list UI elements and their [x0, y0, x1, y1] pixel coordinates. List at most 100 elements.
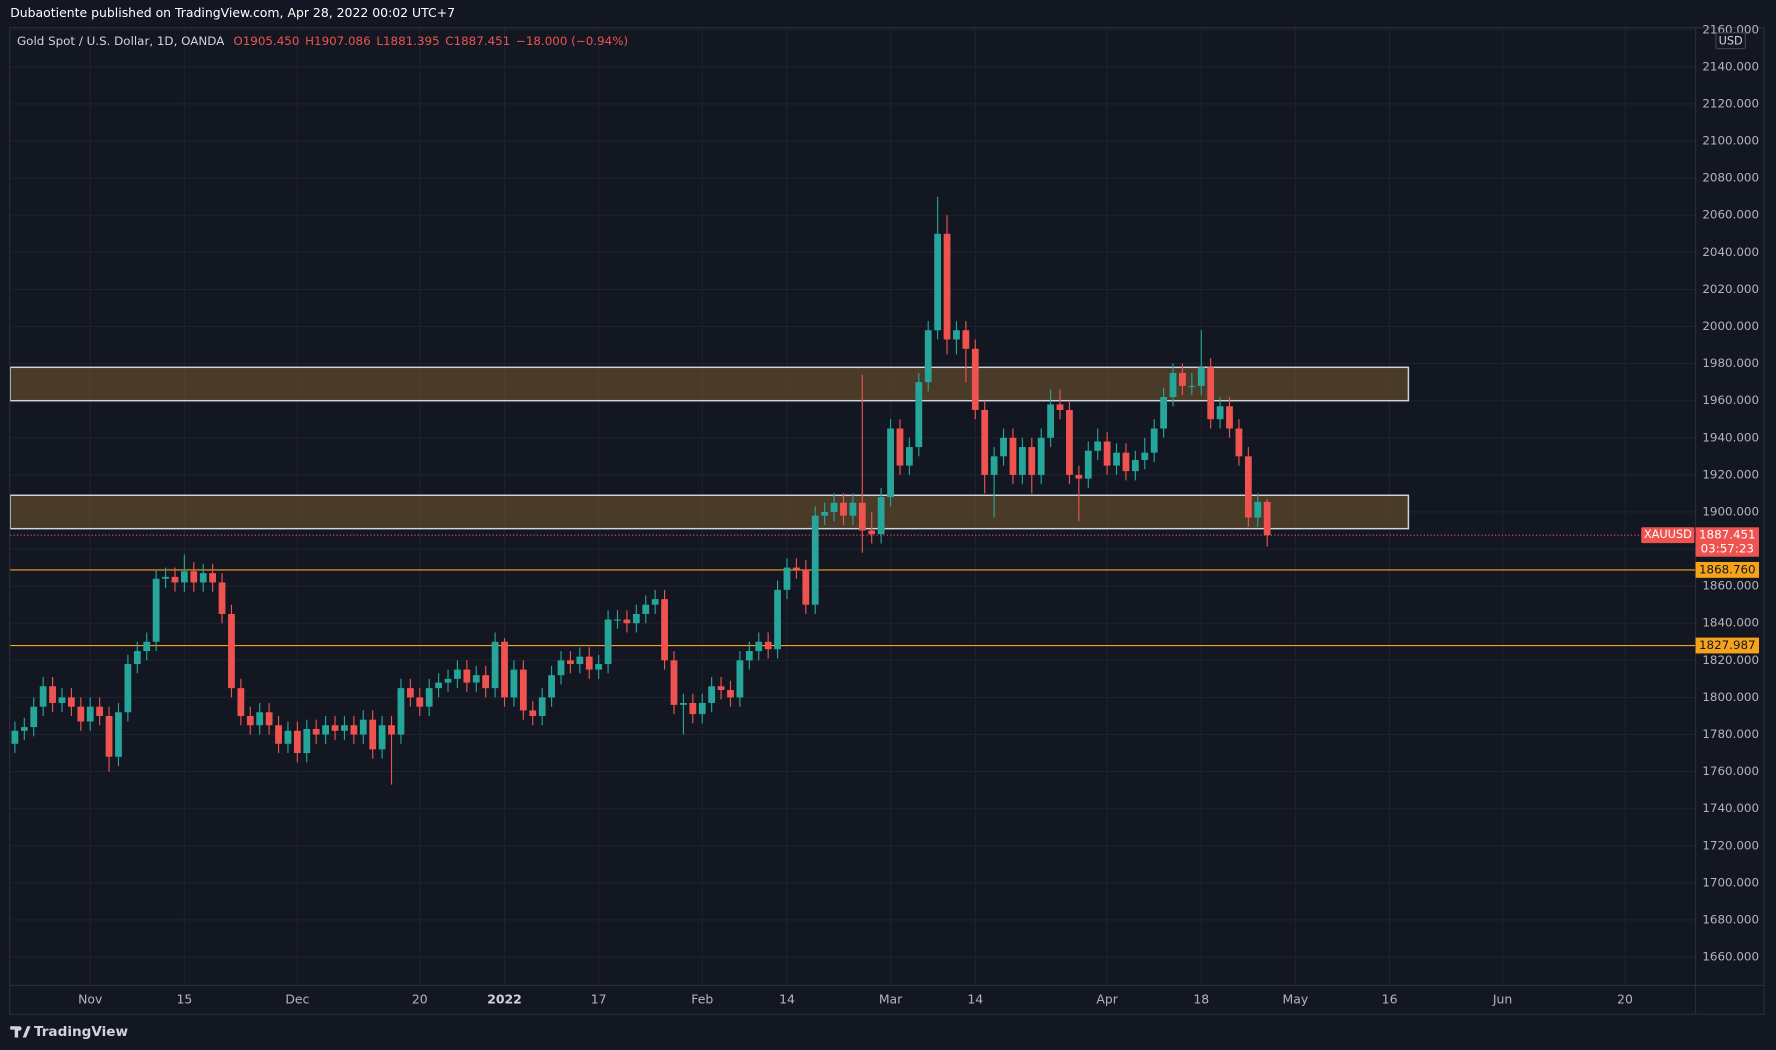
- candle-body: [1028, 447, 1036, 475]
- countdown-label: 03:57:23: [1701, 541, 1754, 555]
- candle-body: [1150, 428, 1158, 453]
- candle-body: [1018, 447, 1026, 475]
- candle-body: [444, 678, 452, 683]
- candle-body: [708, 686, 716, 703]
- y-tick-label: 2000.000: [1702, 319, 1759, 333]
- candle-body: [68, 697, 75, 707]
- y-tick-label: 1820.000: [1702, 653, 1759, 667]
- candle-body: [811, 515, 819, 605]
- candle-body: [303, 728, 311, 754]
- x-tick-label: Apr: [1096, 992, 1118, 1007]
- candle-body: [783, 567, 791, 590]
- candle-body: [284, 730, 292, 744]
- candle-body: [369, 719, 377, 750]
- candle-body: [849, 502, 857, 516]
- candle-body: [924, 330, 932, 383]
- candle-body: [717, 686, 725, 691]
- y-tick-label: 1780.000: [1702, 727, 1759, 741]
- candle-body: [877, 497, 885, 535]
- legend-value: −18.000 (−0.94%): [516, 33, 628, 47]
- candle-body: [1000, 437, 1007, 457]
- price-tag: [1695, 637, 1760, 654]
- candle-body: [96, 706, 104, 716]
- plot: [9, 196, 1696, 785]
- x-tick-label: Mar: [879, 992, 903, 1007]
- candle-body: [237, 688, 245, 716]
- candle-body: [651, 599, 659, 605]
- candle-body: [1235, 428, 1243, 457]
- brand-icon: [10, 1026, 31, 1038]
- candle-body: [519, 669, 527, 711]
- price-tag-label: 1868.760: [1699, 562, 1756, 576]
- candle-body: [623, 619, 631, 624]
- last-price-tag: [1695, 527, 1760, 557]
- x-tick-label: 14: [967, 992, 983, 1007]
- candle-body: [962, 330, 970, 349]
- y-tick-label: 1920.000: [1702, 467, 1759, 481]
- candle-body: [1103, 441, 1111, 466]
- candle-body: [20, 727, 28, 731]
- candle-body: [858, 502, 866, 531]
- candle-body: [614, 619, 621, 621]
- candle-body: [680, 702, 687, 705]
- candle-body: [990, 456, 998, 475]
- y-tick-label: 2080.000: [1702, 171, 1759, 185]
- y-tick-label: 1980.000: [1702, 356, 1759, 370]
- publisher-note: Dubaotiente published on TradingView.com…: [10, 5, 455, 20]
- candle-body: [1197, 367, 1205, 386]
- candle-body: [463, 669, 471, 683]
- legend-value: O1905.450: [233, 33, 299, 47]
- candle-body: [1216, 406, 1224, 420]
- candle-body: [228, 613, 235, 689]
- candle-body: [1047, 404, 1055, 438]
- candle-body: [341, 725, 348, 731]
- candle-body: [152, 578, 160, 642]
- candle-body: [171, 576, 179, 583]
- candle-body: [1169, 372, 1177, 397]
- candle-body: [1131, 460, 1139, 472]
- candle-body: [416, 697, 424, 707]
- candle-body: [472, 675, 480, 683]
- legend-value: H1907.086: [305, 33, 371, 47]
- candle-body: [58, 697, 66, 703]
- y-tick-label: 1680.000: [1702, 912, 1759, 926]
- candle-body: [1141, 452, 1149, 461]
- candle-body: [115, 712, 122, 757]
- y-tick-label: 1860.000: [1702, 579, 1759, 593]
- candle-body: [265, 712, 273, 726]
- x-tick-label: 2022: [487, 992, 522, 1007]
- candle-body: [548, 675, 555, 698]
- candle-body: [896, 428, 904, 466]
- legend-value: C1887.451: [445, 33, 510, 47]
- candle-body: [971, 348, 979, 410]
- candle-body: [915, 382, 923, 448]
- candle-body: [1244, 456, 1252, 518]
- x-tick-label: Jun: [1492, 992, 1512, 1007]
- candle-body: [642, 604, 650, 614]
- candle-body: [312, 728, 320, 735]
- candle-body: [124, 664, 132, 713]
- candle-body: [793, 567, 800, 570]
- candle-body: [1188, 385, 1196, 387]
- candle-body: [435, 682, 442, 689]
- y-tick-label: 2120.000: [1702, 96, 1759, 110]
- candle-body: [1179, 372, 1186, 386]
- price-tag-label: 1827.987: [1699, 638, 1756, 652]
- candle-body: [397, 688, 405, 735]
- candle-body: [406, 688, 414, 698]
- candle-body: [981, 409, 989, 475]
- last-price-label: 1887.451: [1699, 528, 1756, 542]
- candle-body: [180, 571, 188, 583]
- y-tick-label: 2100.000: [1702, 134, 1759, 148]
- candle-body: [256, 712, 264, 726]
- x-tick-label: 17: [591, 992, 607, 1007]
- y-tick-label: 2040.000: [1702, 245, 1759, 259]
- candle-body: [585, 656, 593, 670]
- candle-body: [632, 613, 640, 624]
- candle-body: [331, 725, 339, 731]
- candle-body: [576, 656, 584, 665]
- candle-body: [689, 702, 697, 715]
- candle-body: [661, 599, 668, 661]
- candle-body: [11, 730, 19, 744]
